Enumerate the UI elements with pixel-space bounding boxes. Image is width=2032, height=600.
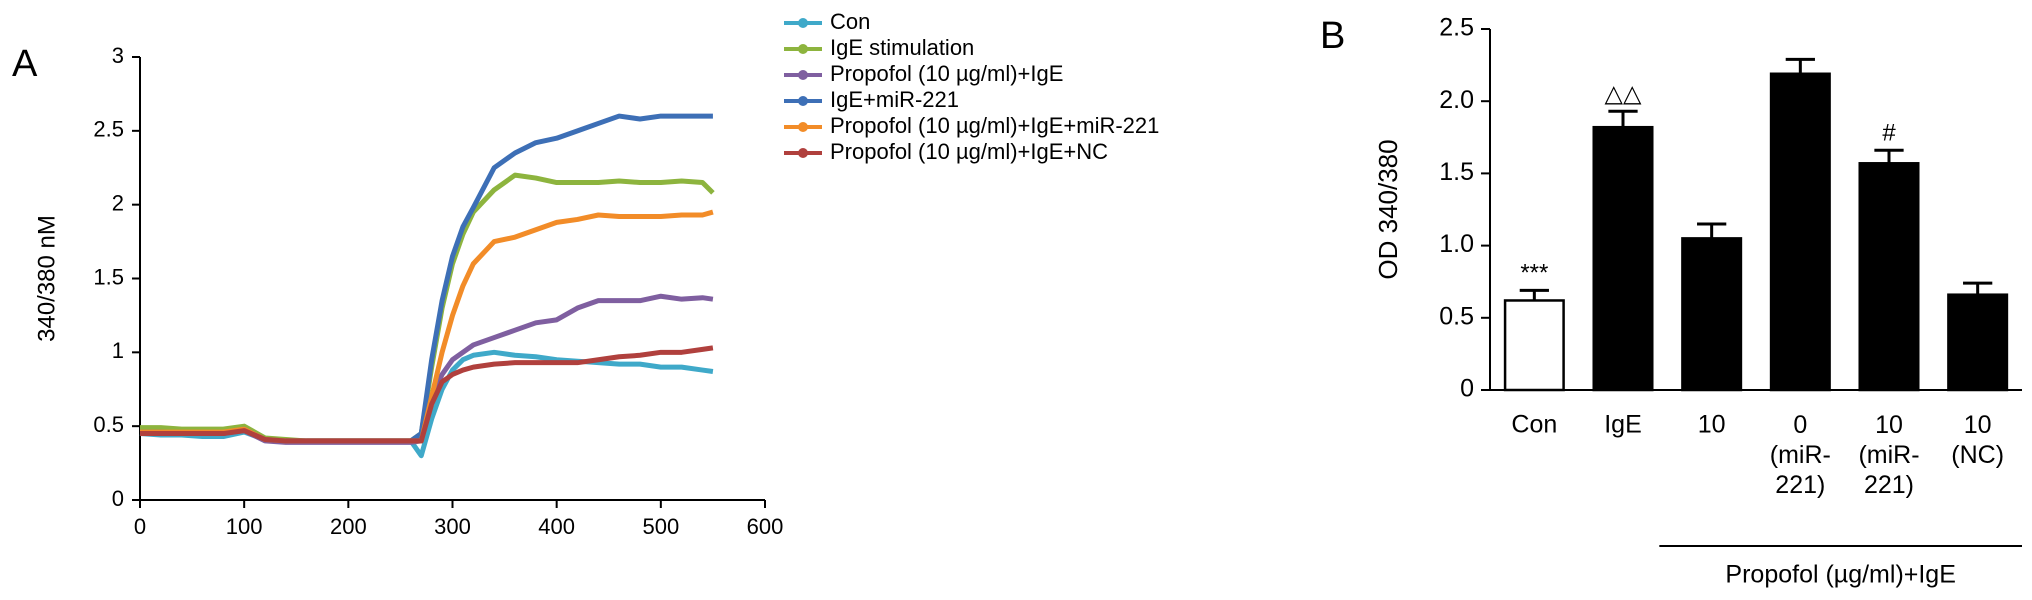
legend-label: IgE stimulation — [830, 35, 974, 60]
y-tick-label: 2.5 — [1439, 14, 1474, 42]
y-tick-label: 2 — [112, 190, 124, 215]
x-tick-label: 300 — [434, 514, 471, 539]
legend-label: IgE+miR-221 — [830, 87, 959, 112]
legend-marker — [798, 44, 808, 54]
legend-label: Propofol (10 µg/ml)+IgE+miR-221 — [830, 113, 1159, 138]
y-axis-label: 340/380 nM — [33, 215, 60, 342]
y-tick-label: 1 — [112, 338, 124, 363]
bar — [1947, 293, 2009, 392]
panel-label: B — [1320, 15, 1345, 57]
data-line — [140, 345, 714, 444]
significance-label: △△ — [1605, 81, 1642, 108]
y-tick-label: 0.5 — [93, 412, 124, 437]
y-tick-label: 0 — [1460, 375, 1474, 403]
x-tick-label: 200 — [330, 514, 367, 539]
x-tick-label: 0 — [134, 514, 146, 539]
legend-label: Propofol (10 µg/ml)+IgE — [830, 61, 1063, 86]
x-tick-label: 500 — [642, 514, 679, 539]
x-tick-label: IgE — [1604, 411, 1642, 439]
legend-label: Propofol (10 µg/ml)+IgE+NC — [830, 139, 1108, 164]
legend-label: Con — [830, 9, 870, 34]
x-tick-label: 100 — [226, 514, 263, 539]
legend-marker — [798, 148, 808, 158]
x-tick-label: 400 — [538, 514, 575, 539]
group-label: Propofol (µg/ml)+IgE — [1725, 561, 1955, 589]
y-tick-label: 1.5 — [93, 264, 124, 289]
x-tick-label: 10 — [1698, 411, 1726, 439]
legend-marker — [798, 122, 808, 132]
x-tick-label: Con — [1511, 411, 1557, 439]
x-tick-label: 10 (miR-221) — [1858, 411, 1919, 499]
y-tick-label: 1.0 — [1439, 230, 1474, 258]
y-tick-label: 3 — [112, 43, 124, 68]
y-tick-label: 2.0 — [1439, 86, 1474, 114]
bar — [1592, 125, 1654, 392]
legend-marker — [798, 70, 808, 80]
legend-marker — [798, 18, 808, 28]
data-line — [140, 113, 713, 444]
y-tick-label: 1.5 — [1439, 158, 1474, 186]
significance-label: # — [1882, 120, 1896, 147]
x-tick-label: 10 (NC) — [1951, 411, 2004, 469]
x-tick-label: 0 (miR-221) — [1770, 411, 1831, 499]
bar — [1769, 72, 1831, 392]
bar — [1858, 162, 1920, 392]
y-tick-label: 0.5 — [1439, 302, 1474, 330]
x-tick-label: 600 — [747, 514, 784, 539]
bar — [1681, 237, 1743, 392]
y-tick-label: 0 — [112, 486, 124, 511]
significance-label: *** — [1520, 260, 1548, 287]
y-axis-label: OD 340/380 — [1373, 139, 1403, 279]
bar — [1503, 299, 1565, 392]
legend-marker — [798, 96, 808, 106]
panel-label: A — [12, 43, 38, 85]
y-tick-label: 2.5 — [93, 117, 124, 142]
